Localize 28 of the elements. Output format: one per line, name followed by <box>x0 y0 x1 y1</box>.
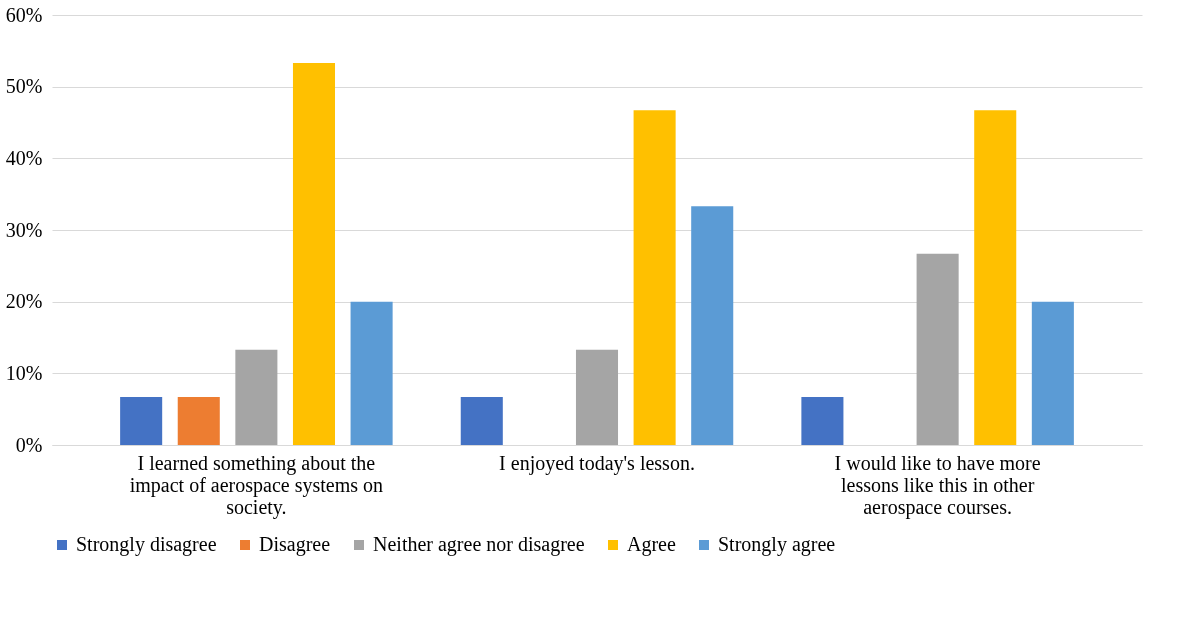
legend-label: Neither agree nor disagree <box>373 533 585 556</box>
x-tick-label: I learned something about the impact of aerospace systems on society. <box>129 451 384 519</box>
bar <box>633 110 676 445</box>
bar <box>350 301 393 445</box>
bar <box>691 206 734 445</box>
bar <box>235 349 278 445</box>
y-tick-label: 20% <box>5 290 43 313</box>
bar <box>120 396 163 445</box>
legend-label: Agree <box>627 533 676 556</box>
x-tick-label: I would like to have more lessons like this in other aerospace courses. <box>834 451 1041 519</box>
x-tick-label: I enjoyed today's lesson. <box>499 451 695 475</box>
legend-label: Disagree <box>259 533 331 556</box>
y-tick-label: 60% <box>5 3 43 26</box>
bar <box>177 396 220 445</box>
bar <box>974 110 1017 445</box>
bar <box>916 253 959 445</box>
y-tick-label: 50% <box>5 75 43 98</box>
bar <box>292 63 336 445</box>
y-tick-label: 10% <box>5 361 43 384</box>
legend-label: Strongly agree <box>718 533 836 556</box>
bar <box>575 349 619 445</box>
bar <box>460 396 503 445</box>
y-tick-label: 30% <box>5 218 43 241</box>
y-tick-label: 40% <box>5 146 43 169</box>
legend-label: Strongly disagree <box>76 533 217 556</box>
bar <box>801 396 844 445</box>
y-tick-label: 0% <box>15 433 43 456</box>
bar <box>1031 301 1074 445</box>
